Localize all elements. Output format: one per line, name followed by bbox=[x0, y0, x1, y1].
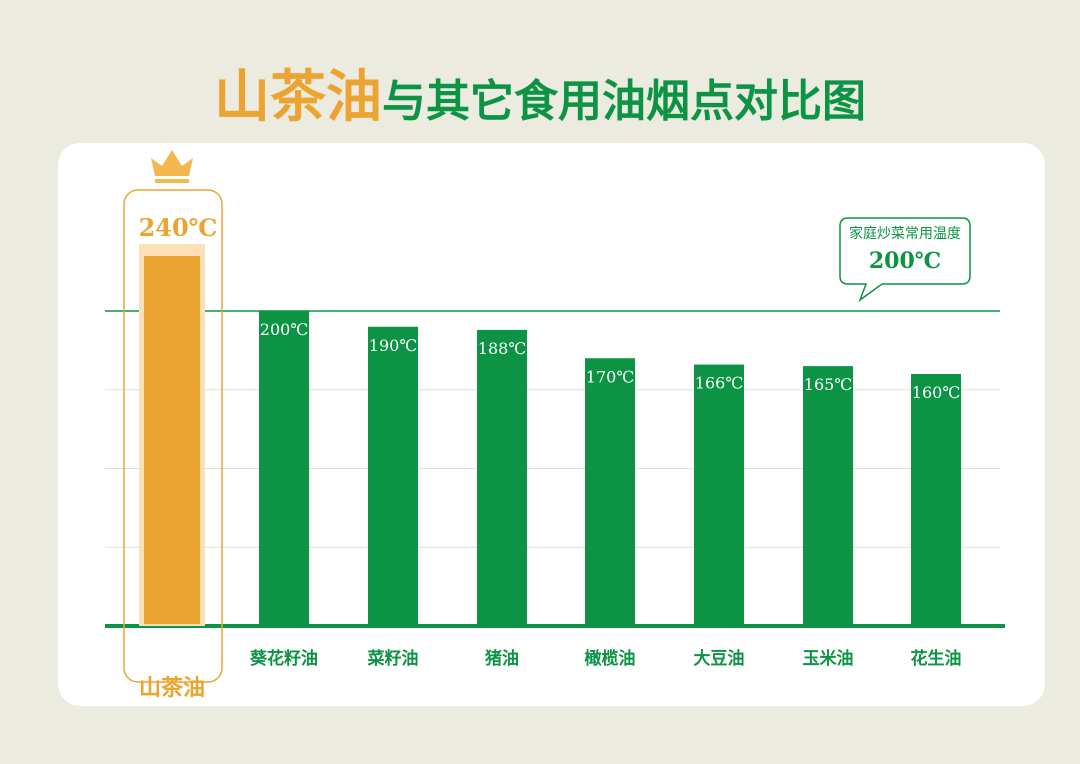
chart-title: 山茶油与其它食用油烟点对比图 bbox=[0, 52, 1080, 133]
bar-大豆油 bbox=[694, 364, 744, 626]
value-label: 166℃ bbox=[695, 374, 743, 393]
category-label: 猪油 bbox=[485, 648, 519, 669]
title-highlight: 山茶油 bbox=[214, 65, 382, 130]
reference-callout: 家庭炒菜常用温度 200℃ bbox=[839, 217, 971, 303]
bars bbox=[123, 150, 961, 683]
bar-玉米油 bbox=[803, 366, 853, 626]
value-label: 188℃ bbox=[478, 339, 526, 358]
bar-菜籽油 bbox=[368, 326, 418, 626]
value-label: 240℃ bbox=[139, 213, 218, 242]
bar-葵花籽油 bbox=[259, 311, 309, 626]
callout-bubble bbox=[839, 217, 971, 303]
value-label: 165℃ bbox=[804, 375, 852, 394]
category-label: 玉米油 bbox=[803, 648, 854, 669]
bar-山茶油 bbox=[144, 256, 200, 624]
value-label: 200℃ bbox=[260, 320, 308, 339]
title-rest: 与其它食用油烟点对比图 bbox=[382, 76, 866, 127]
category-label: 大豆油 bbox=[694, 648, 745, 669]
category-label: 橄榄油 bbox=[585, 648, 636, 669]
value-label: 160℃ bbox=[912, 383, 960, 402]
bar-橄榄油 bbox=[585, 358, 635, 626]
category-label: 葵花籽油 bbox=[250, 648, 318, 669]
category-label: 菜籽油 bbox=[367, 648, 419, 669]
bar-花生油 bbox=[911, 374, 961, 626]
bar-猪油 bbox=[477, 329, 527, 626]
value-label: 170℃ bbox=[586, 367, 634, 386]
labels: 240℃ 山茶油 200℃ 葵花籽油 190℃ 菜籽油 188℃ 猪油 170℃ 橄榄油 166℃ 大… bbox=[139, 213, 962, 701]
callout-label: 家庭炒菜常用温度 bbox=[849, 225, 961, 242]
category-label: 花生油 bbox=[911, 648, 962, 669]
callout-value: 200℃ bbox=[869, 248, 941, 274]
category-label: 山茶油 bbox=[139, 675, 205, 701]
crown-icon bbox=[151, 150, 193, 183]
value-label: 190℃ bbox=[369, 336, 417, 355]
featured-frame bbox=[123, 189, 223, 683]
grid-lines bbox=[105, 310, 1005, 628]
